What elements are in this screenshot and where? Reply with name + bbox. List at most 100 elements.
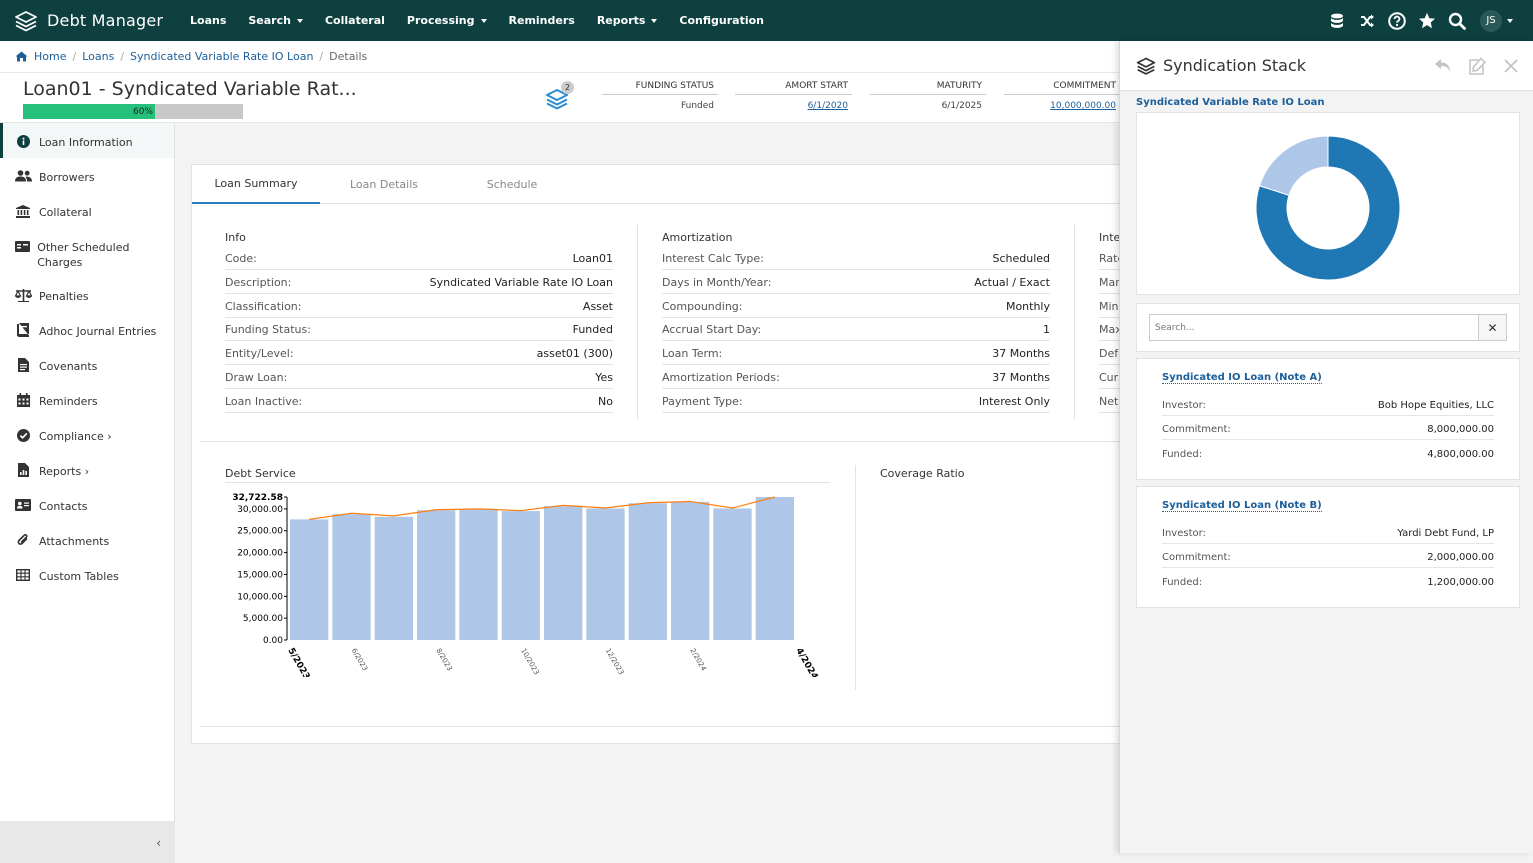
sidebar-item-borrowers[interactable]: Borrowers: [0, 158, 174, 193]
debt-service-chart: 32,722.58 30,000.00 25,000.00 20,000.00 15,0…: [232, 493, 819, 678]
kv-value: asset01 (300): [536, 347, 613, 361]
chart-bar[interactable]: [671, 501, 710, 640]
sidebar-item-label: Penalties: [39, 290, 89, 303]
sidebar-item-compliance[interactable]: Compliance ›: [0, 417, 174, 452]
shuffle-icon[interactable]: [1358, 12, 1376, 30]
sidebar-item-penalties[interactable]: Penalties: [0, 277, 174, 312]
sidebar-item-other-scheduled-charges[interactable]: Other Scheduled Charges: [0, 228, 174, 277]
sidebar-item-adhoc-journal-entries[interactable]: Adhoc Journal Entries: [0, 312, 174, 347]
database-icon[interactable]: [1328, 12, 1346, 30]
funding-progress-bar: 60%: [23, 104, 243, 119]
chevron-down-icon: [651, 18, 658, 23]
note-key: Commitment:: [1162, 424, 1231, 435]
nav-loans[interactable]: Loans: [190, 14, 226, 27]
donut-slice[interactable]: [1258, 135, 1329, 196]
star-icon[interactable]: [1418, 12, 1436, 30]
chart-bar[interactable]: [417, 510, 456, 640]
nav-configuration[interactable]: Configuration: [679, 14, 764, 27]
sidebar-item-reports[interactable]: Reports ›: [0, 452, 174, 487]
breadcrumb: Home / Loans / Syndicated Variable Rate …: [0, 41, 1120, 73]
nav-reports[interactable]: Reports: [597, 14, 658, 27]
tab-loan-details[interactable]: Loan Details: [349, 178, 418, 191]
chart-bar[interactable]: [544, 506, 583, 640]
nav-collateral[interactable]: Collateral: [325, 14, 385, 27]
syndication-donut-card: [1136, 112, 1520, 295]
drawer-subtitle: Syndicated Variable Rate IO Loan: [1136, 97, 1325, 108]
sidebar-item-collateral[interactable]: Collateral: [0, 193, 174, 228]
y-tick-label: 0.00: [263, 636, 283, 646]
chart-bar[interactable]: [459, 509, 498, 640]
nav-processing[interactable]: Processing: [407, 14, 487, 27]
note-title-link[interactable]: Syndicated IO Loan (Note B): [1162, 500, 1322, 512]
stat-value-link[interactable]: 10,000,000.00: [1050, 101, 1116, 111]
kv-value: Monthly: [1005, 299, 1050, 313]
chart-bar[interactable]: [713, 508, 752, 640]
stat-label: AMORT START: [735, 81, 852, 95]
tab-loan-summary[interactable]: Loan Summary: [192, 165, 320, 204]
nav-label: Reports: [596, 14, 646, 27]
search-icon[interactable]: [1448, 12, 1466, 30]
breadcrumb-current: Details: [329, 50, 368, 63]
edit-icon[interactable]: [1466, 55, 1488, 77]
note-row: Investor: Yardi Debt Fund, LP: [1162, 524, 1494, 544]
sidebar-item-loan-information[interactable]: Loan Information: [0, 123, 174, 158]
chevron-down-icon[interactable]: [1507, 18, 1513, 23]
stat-value-link[interactable]: 6/1/2020: [807, 101, 848, 111]
chart-bar[interactable]: [374, 516, 413, 640]
y-tick-label: 20,000.00: [237, 549, 283, 559]
breadcrumb-home[interactable]: Home: [34, 50, 67, 63]
kv-value: Asset: [582, 299, 613, 313]
sidebar-item-reminders[interactable]: Reminders: [0, 382, 174, 417]
kv-key: Payment Type:: [662, 394, 743, 408]
user-avatar[interactable]: JS: [1480, 9, 1502, 32]
chart-bar[interactable]: [332, 514, 371, 640]
kv-row: Max: [1099, 319, 1121, 342]
note-search-input[interactable]: [1149, 314, 1479, 341]
undo-icon[interactable]: [1432, 55, 1454, 77]
main-menu: Loans Search Collateral Processing Reminders…: [190, 14, 786, 27]
book-icon: [14, 323, 32, 337]
home-icon[interactable]: [15, 51, 28, 62]
chevron-left-icon[interactable]: ‹: [156, 836, 161, 850]
stat-value: 6/1/2025: [941, 101, 982, 111]
close-icon[interactable]: [1500, 55, 1522, 77]
syndication-stack-button[interactable]: 2: [545, 81, 574, 111]
chart-bar[interactable]: [586, 508, 625, 640]
kv-value: Scheduled: [992, 252, 1050, 265]
stat-value: Funded: [680, 101, 714, 111]
help-icon[interactable]: [1388, 11, 1406, 30]
nav-search[interactable]: Search: [248, 14, 303, 27]
note-row: Investor: Bob Hope Equities, LLC: [1162, 396, 1494, 416]
y-tick-label: 30,000.00: [237, 505, 283, 515]
sidebar-item-attachments[interactable]: Attachments: [0, 522, 174, 557]
breadcrumb-loan[interactable]: Syndicated Variable Rate IO Loan: [130, 50, 314, 63]
note-value: 2,000,000.00: [1427, 552, 1494, 563]
scale-icon: [14, 288, 32, 302]
kv-value: Yes: [595, 371, 613, 384]
chart-bar[interactable]: [501, 511, 540, 640]
chevron-down-icon: [480, 18, 487, 23]
sidebar-item-covenants[interactable]: Covenants: [0, 347, 174, 382]
kv-row: Entity/Level: asset01 (300): [225, 343, 613, 366]
chart-bar[interactable]: [290, 519, 329, 640]
x-tick-label: 4/2024: [793, 647, 819, 678]
nav-tools: JS: [1316, 0, 1513, 41]
brand[interactable]: Debt Manager: [0, 9, 190, 33]
syndication-stack-drawer: Syndication Stack Syndicated Variable Ra…: [1119, 41, 1533, 853]
tab-schedule[interactable]: Schedule: [486, 178, 538, 191]
breadcrumb-loans[interactable]: Loans: [82, 50, 115, 63]
nav-reminders[interactable]: Reminders: [509, 14, 575, 27]
chart-bar[interactable]: [755, 497, 794, 640]
donut-slice[interactable]: [1255, 135, 1401, 281]
note-title-link[interactable]: Syndicated IO Loan (Note A): [1162, 372, 1322, 384]
sidebar-item-custom-tables[interactable]: Custom Tables: [0, 557, 174, 592]
x-tick-label: 2/2024: [688, 647, 708, 673]
search-clear-button[interactable]: ✕: [1478, 314, 1507, 341]
kv-key: Max: [1099, 323, 1121, 337]
kv-value: Loan01: [572, 252, 613, 265]
chart-bar[interactable]: [628, 503, 667, 640]
layers-icon: [1136, 57, 1156, 75]
progress-label: 60%: [132, 106, 153, 117]
sidebar-item-contacts[interactable]: Contacts: [0, 487, 174, 522]
document-icon: [14, 358, 32, 372]
